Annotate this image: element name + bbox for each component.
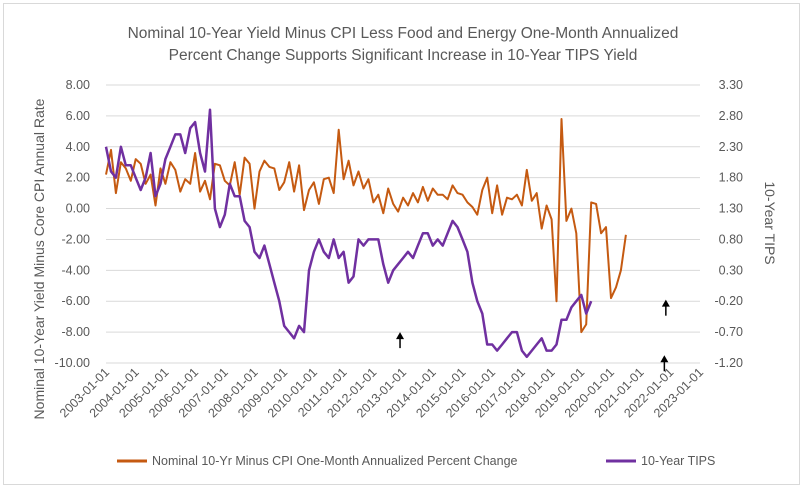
right-axis-title: 10-Year TIPS bbox=[762, 181, 778, 264]
right-axis-ticks: 3.30 2.80 2.30 1.80 1.30 0.80 0.30 -0.20 -0.70 -1… bbox=[715, 78, 744, 370]
series-lines bbox=[104, 108, 627, 359]
right-tick-label: -0.70 bbox=[715, 325, 744, 339]
legend: Nominal 10-Yr Minus CPI One-Month Annual… bbox=[117, 454, 715, 468]
chart-frame bbox=[3, 3, 800, 485]
annotation-arrows bbox=[396, 299, 670, 372]
left-tick-label: -6.00 bbox=[62, 294, 91, 308]
left-axis-ticks: 8.00 6.00 4.00 2.00 0.00 -2.00 -4.00 -6.00 -8.00… bbox=[55, 78, 90, 370]
annotation-arrowhead bbox=[660, 355, 669, 363]
right-tick-label: 1.80 bbox=[719, 171, 743, 185]
right-tick-label: -1.20 bbox=[715, 356, 744, 370]
left-tick-label: 0.00 bbox=[66, 202, 90, 216]
left-tick-label: -8.00 bbox=[62, 325, 91, 339]
chart-title-line2: Percent Change Supports Significant Incr… bbox=[169, 47, 638, 64]
left-tick-label: -2.00 bbox=[62, 232, 91, 246]
series-line-1 bbox=[105, 118, 627, 334]
annotation-arrowhead bbox=[661, 299, 670, 307]
left-tick-label: 6.00 bbox=[66, 109, 90, 123]
right-tick-label: 2.80 bbox=[719, 109, 743, 123]
right-tick-label: 2.30 bbox=[719, 140, 743, 154]
series-line-2 bbox=[104, 108, 593, 359]
left-axis-title: Nominal 10-Year Yield Minus Core CPI Ann… bbox=[31, 98, 47, 419]
left-tick-label: 2.00 bbox=[66, 171, 90, 185]
right-tick-label: -0.20 bbox=[715, 294, 744, 308]
left-tick-label: 4.00 bbox=[66, 140, 90, 154]
right-tick-label: 3.30 bbox=[719, 78, 743, 92]
gridlines bbox=[106, 84, 700, 364]
left-tick-label: -4.00 bbox=[62, 263, 91, 277]
right-tick-label: 0.80 bbox=[719, 232, 743, 246]
legend-label-series1: Nominal 10-Yr Minus CPI One-Month Annual… bbox=[152, 454, 518, 468]
left-tick-label: 8.00 bbox=[66, 78, 90, 92]
right-tick-label: 0.30 bbox=[719, 263, 743, 277]
chart-title-line1: Nominal 10-Year Yield Minus CPI Less Foo… bbox=[128, 25, 679, 42]
x-axis-ticks: 2003-01-012004-01-012005-01-012006-01-01… bbox=[57, 365, 706, 420]
legend-label-series2: 10-Year TIPS bbox=[641, 454, 715, 468]
right-tick-label: 1.30 bbox=[719, 202, 743, 216]
left-tick-label: -10.00 bbox=[55, 356, 90, 370]
annotation-arrowhead bbox=[396, 332, 405, 340]
